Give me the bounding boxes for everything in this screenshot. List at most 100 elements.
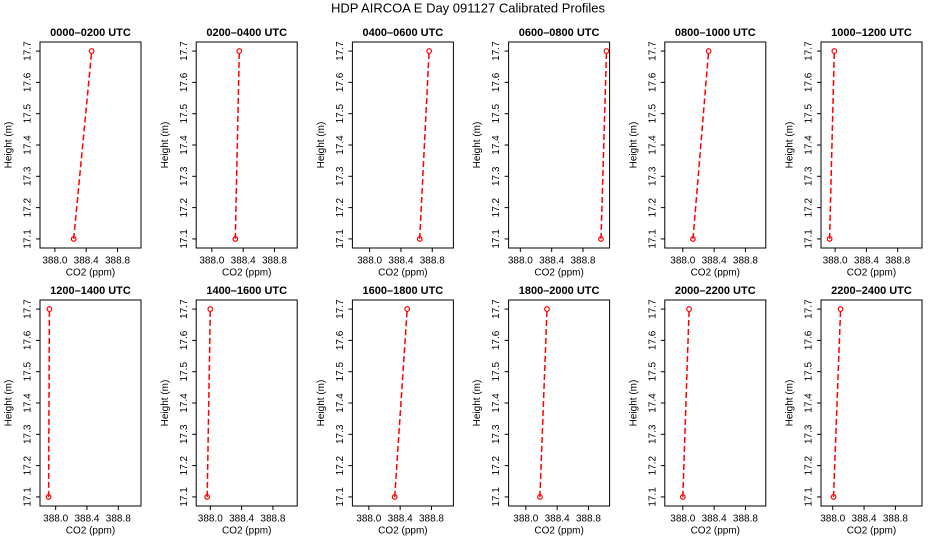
y-tick-label: 17.5 — [804, 104, 815, 124]
y-tick-label: 17.1 — [23, 487, 34, 507]
x-tick-label: 388.0 — [356, 514, 381, 525]
point — [46, 306, 53, 312]
y-tick-label: 17.3 — [23, 424, 34, 444]
y-tick-label: 17.1 — [647, 229, 658, 249]
y-tick-label: 17.4 — [23, 135, 34, 155]
panel-title: 1200–1400 UTC — [50, 285, 131, 297]
x-tick-label: 388.0 — [670, 514, 695, 525]
plot-frame — [508, 41, 611, 249]
plot-frame — [508, 299, 611, 507]
x-axis-label: CO2 (ppm) — [222, 526, 271, 537]
y-tick-label: 17.5 — [179, 104, 190, 124]
y-tick-label: 17.5 — [335, 362, 346, 382]
x-tick-label: 388.0 — [820, 514, 845, 525]
y-tick-label: 17.1 — [491, 229, 502, 249]
y-tick-label: 17.2 — [647, 455, 658, 475]
x-axis-label: CO2 (ppm) — [847, 268, 896, 279]
x-tick-label: 388.0 — [508, 256, 533, 267]
y-tick-label: 17.2 — [335, 197, 346, 217]
y-tick-label: 17.6 — [491, 72, 502, 92]
y-tick-label: 17.4 — [335, 135, 346, 155]
x-tick-label: 388.4 — [74, 256, 99, 267]
x-axis-label: CO2 (ppm) — [222, 268, 271, 279]
point — [686, 306, 692, 312]
y-tick-label: 17.3 — [491, 166, 502, 186]
y-tick-label: 17.2 — [335, 455, 346, 475]
profile-line — [234, 51, 241, 239]
y-tick-label: 17.6 — [804, 72, 815, 92]
x-tick-label: 388.8 — [733, 514, 758, 525]
x-tick-label: 388.0 — [823, 256, 848, 267]
point — [598, 236, 604, 242]
y-tick-label: 17.7 — [179, 41, 190, 61]
y-tick-label: 17.4 — [804, 135, 815, 155]
y-axis-label: Height (m) — [785, 380, 796, 427]
y-tick-label: 17.2 — [23, 455, 34, 475]
y-tick-label: 17.4 — [179, 135, 190, 155]
y-axis-label: Height (m) — [628, 380, 639, 427]
y-tick-label: 17.7 — [647, 41, 658, 61]
y-tick-label: 17.4 — [804, 393, 815, 413]
x-tick-label: 388.8 — [885, 256, 910, 267]
y-tick-label: 17.3 — [647, 424, 658, 444]
profile-line — [206, 309, 212, 497]
y-tick-label: 17.3 — [335, 166, 346, 186]
panel-title: 2200–2400 UTC — [831, 285, 912, 297]
y-tick-label: 17.6 — [647, 330, 658, 350]
point — [391, 494, 398, 500]
point — [603, 48, 610, 54]
panel-title: 1400–1600 UTC — [206, 285, 287, 297]
x-axis-label: CO2 (ppm) — [534, 526, 583, 537]
y-tick-label: 17.4 — [179, 393, 190, 413]
x-axis-label: CO2 (ppm) — [691, 268, 740, 279]
y-tick-label: 17.2 — [179, 455, 190, 475]
y-tick-label: 17.2 — [179, 197, 190, 217]
point — [831, 48, 838, 54]
y-tick-label: 17.1 — [335, 487, 346, 507]
y-tick-label: 17.4 — [23, 393, 34, 413]
x-tick-label: 388.8 — [260, 514, 285, 525]
x-tick-label: 388.8 — [106, 514, 131, 525]
y-tick-label: 17.6 — [179, 72, 190, 92]
x-tick-label: 388.8 — [420, 256, 445, 267]
y-tick-label: 17.5 — [491, 362, 502, 382]
y-tick-label: 17.7 — [23, 41, 34, 61]
profile-line — [828, 51, 836, 239]
y-tick-label: 17.6 — [23, 72, 34, 92]
plot-frame — [820, 41, 923, 249]
x-tick-label: 388.8 — [570, 256, 595, 267]
point — [826, 236, 833, 242]
y-tick-label: 17.5 — [335, 104, 346, 124]
point — [416, 236, 423, 242]
x-tick-label: 388.8 — [105, 256, 130, 267]
y-axis-label: Height (m) — [316, 122, 327, 169]
x-tick-label: 388.4 — [854, 256, 879, 267]
panel-title: 0000–0200 UTC — [50, 27, 131, 39]
y-tick-label: 17.3 — [804, 166, 815, 186]
point — [544, 306, 550, 312]
x-tick-label: 388.0 — [513, 514, 538, 525]
x-axis-label: CO2 (ppm) — [847, 526, 896, 537]
y-tick-label: 17.3 — [491, 424, 502, 444]
y-tick-label: 17.6 — [647, 72, 658, 92]
profile-line — [393, 309, 408, 497]
y-tick-label: 17.3 — [804, 424, 815, 444]
y-axis-label: Height (m) — [785, 122, 796, 169]
profile-line — [47, 309, 51, 497]
y-tick-label: 17.3 — [335, 424, 346, 444]
panel-title: 0600–0800 UTC — [519, 27, 600, 39]
x-tick-label: 388.0 — [43, 514, 68, 525]
x-axis-label: CO2 (ppm) — [66, 268, 115, 279]
y-tick-label: 17.4 — [335, 393, 346, 413]
y-tick-label: 17.7 — [179, 299, 190, 319]
panel-title: 1800–2000 UTC — [519, 285, 600, 297]
x-axis-label: CO2 (ppm) — [378, 268, 427, 279]
y-tick-label: 17.1 — [335, 229, 346, 249]
y-axis-label: Height (m) — [160, 122, 171, 169]
x-tick-label: 388.0 — [198, 514, 223, 525]
x-tick-label: 388.4 — [545, 514, 570, 525]
y-axis-label: Height (m) — [316, 380, 327, 427]
y-axis-label: Height (m) — [472, 380, 483, 427]
y-tick-label: 17.5 — [804, 362, 815, 382]
